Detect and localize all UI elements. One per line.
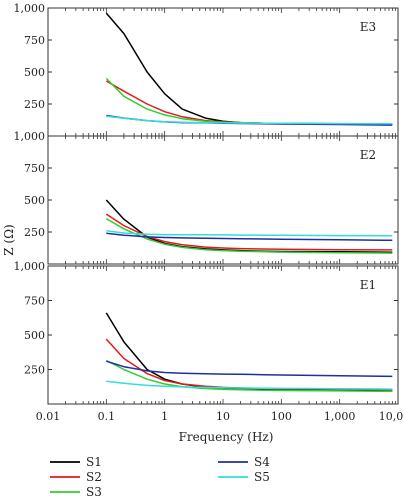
series-line-e2-s4 <box>106 232 393 242</box>
series-line-e1-s3 <box>105 359 393 393</box>
panel-frame <box>47 265 399 405</box>
legend-label: S5 <box>254 470 270 484</box>
series-line-e1-s5 <box>106 380 393 390</box>
panel-e2: 250 500 750 1,000 E2 <box>14 130 399 265</box>
series-line-e2-s2 <box>105 213 393 251</box>
x-tick-label: 0.01 <box>36 410 61 423</box>
series-line-e1-s4 <box>106 360 393 378</box>
series-line-e3-s1 <box>105 12 393 125</box>
y-tick-label: 500 <box>24 329 45 342</box>
panels: 250 500 750 1,000 E3 250 500 750 1,000 E2 250 500 75… <box>14 2 399 405</box>
x-axis: 0.01 0.1 1 10 100 1,000 10,000 <box>36 410 404 423</box>
legend-label: S1 <box>86 455 102 469</box>
panel-frame <box>47 7 399 137</box>
y-tick-label: 250 <box>24 226 45 239</box>
legend-item-s1: S1 <box>50 455 102 469</box>
legend-label: S3 <box>86 485 102 499</box>
legend-label: S4 <box>254 455 270 469</box>
panel-label: E2 <box>360 148 376 162</box>
y-axis-title: Z (Ω) <box>2 224 16 255</box>
series-line-e2-s1 <box>105 199 393 253</box>
y-tick-label: 750 <box>24 162 45 175</box>
x-tick-label: 100 <box>271 410 292 423</box>
y-tick-label: 250 <box>24 364 45 377</box>
legend-item-s4: S4 <box>218 455 270 469</box>
x-tick-label: 10 <box>216 410 230 423</box>
x-tick-label: 1 <box>161 410 168 423</box>
y-tick-label: 750 <box>24 295 45 308</box>
y-tick-label: 1,000 <box>14 130 46 143</box>
legend-item-s2: S2 <box>50 470 102 484</box>
x-axis-title: Frequency (Hz) <box>179 430 274 444</box>
panel-frame <box>47 135 399 265</box>
series-line-e3-s3 <box>105 77 393 125</box>
series-line-e3-s5 <box>106 115 393 125</box>
series-line-e3-s2 <box>105 80 393 125</box>
y-tick-label: 750 <box>24 34 45 47</box>
x-tick-label: 0.1 <box>98 410 116 423</box>
x-tick-label: 1,000 <box>324 410 356 423</box>
panel-e3: 250 500 750 1,000 E3 <box>14 2 399 137</box>
y-tick-label: 500 <box>24 66 45 79</box>
y-tick-label: 500 <box>24 194 45 207</box>
panel-e1: 250 500 750 1,000 E1 <box>14 260 399 405</box>
x-tick-label: 10,000 <box>379 410 404 423</box>
series-line-e1-s2 <box>105 338 393 391</box>
legend-item-s3: S3 <box>50 485 102 499</box>
y-tick-label: 250 <box>24 98 45 111</box>
panel-label: E3 <box>360 20 376 34</box>
series-line-e2-s5 <box>106 229 393 237</box>
y-tick-label: 1,000 <box>14 260 46 273</box>
legend-item-s5: S5 <box>218 470 270 484</box>
legend-label: S2 <box>86 470 102 484</box>
panel-label: E1 <box>360 278 376 292</box>
y-tick-label: 1,000 <box>14 2 46 15</box>
